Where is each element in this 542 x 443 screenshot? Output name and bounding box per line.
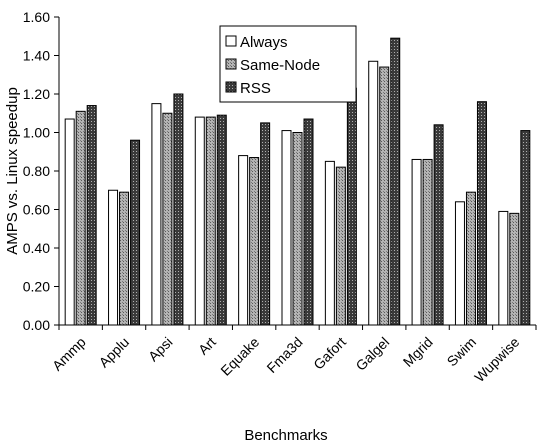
legend-box	[219, 25, 357, 103]
bar-rss-swim	[476, 101, 487, 326]
bar-always-ammp	[64, 118, 75, 326]
y-tick-label: 0.40	[23, 240, 50, 256]
bar-rss-fma3d	[303, 118, 314, 326]
bar-same-node-art	[205, 116, 216, 326]
legend-swatch-always	[225, 35, 237, 47]
x-axis-title: Benchmarks	[244, 427, 327, 443]
bar-always-gafort	[324, 160, 335, 326]
bar-same-node-gafort	[335, 166, 346, 326]
bar-always-fma3d	[281, 130, 292, 326]
y-tick-label: 1.60	[23, 9, 50, 25]
bar-always-art	[194, 116, 205, 326]
x-tick-label-apsi: Apsi	[145, 334, 176, 365]
x-tick-label-ammp: Ammp	[49, 334, 89, 374]
bar-same-node-galgel	[379, 66, 390, 326]
bar-rss-applu	[130, 139, 141, 326]
bar-rss-art	[216, 114, 227, 326]
x-tick-label-gafort: Gafort	[310, 334, 349, 373]
bar-rss-equake	[260, 122, 271, 326]
bar-same-node-ammp	[75, 110, 86, 326]
bar-same-node-applu	[119, 191, 130, 326]
y-axis-title: AMPS vs. Linux speedup	[4, 87, 21, 255]
bars-group	[64, 37, 531, 326]
y-tick-label: 0.20	[23, 279, 50, 295]
x-tick-label-mgrid: Mgrid	[400, 334, 436, 370]
legend-swatch-rss	[225, 81, 237, 93]
x-tick-label-wupwise: Wupwise	[471, 334, 522, 385]
bar-same-node-wupwise	[509, 212, 520, 326]
x-tick-label-applu: Applu	[96, 334, 133, 371]
y-tick-label: 1.20	[23, 86, 50, 102]
bar-same-node-mgrid	[422, 158, 433, 326]
bar-rss-ammp	[86, 105, 97, 326]
bar-same-node-equake	[249, 157, 260, 326]
bar-rss-apsi	[173, 93, 184, 326]
bar-same-node-apsi	[162, 112, 173, 326]
bar-always-equake	[238, 155, 249, 326]
bar-always-applu	[108, 189, 119, 326]
y-axis-ticks: 0.00 0.20 0.40 0.60 0.80 1.00 1.20 1.40 1.60	[23, 9, 59, 333]
bar-same-node-swim	[465, 191, 476, 326]
bar-always-wupwise	[498, 210, 509, 326]
bar-rss-wupwise	[520, 130, 531, 326]
bar-always-mgrid	[411, 158, 422, 326]
y-tick-label: 1.00	[23, 125, 50, 141]
bar-same-node-fma3d	[292, 132, 303, 326]
bar-always-swim	[454, 201, 465, 326]
bar-rss-mgrid	[433, 124, 444, 326]
legend-swatch-same-node	[225, 58, 237, 70]
y-tick-label: 1.40	[23, 48, 50, 64]
legend-label-same-node: Same-Node	[240, 57, 320, 74]
legend-label-always: Always	[240, 34, 288, 51]
x-tick-label-swim: Swim	[444, 334, 480, 370]
x-tick-label-art: Art	[195, 334, 219, 358]
y-tick-label: 0.60	[23, 202, 50, 218]
x-tick-label-equake: Equake	[217, 334, 262, 379]
bar-always-galgel	[368, 60, 379, 326]
x-tick-label-fma3d: Fma3d	[263, 334, 305, 376]
legend-label-rss: RSS	[240, 80, 271, 97]
y-tick-label: 0.00	[23, 317, 50, 333]
bar-rss-gafort	[346, 87, 357, 326]
y-tick-label: 0.80	[23, 163, 50, 179]
bar-always-apsi	[151, 103, 162, 326]
x-tick-label-galgel: Galgel	[352, 334, 392, 374]
legend: Always Same-Node RSS	[219, 25, 357, 103]
bar-rss-galgel	[390, 37, 401, 326]
